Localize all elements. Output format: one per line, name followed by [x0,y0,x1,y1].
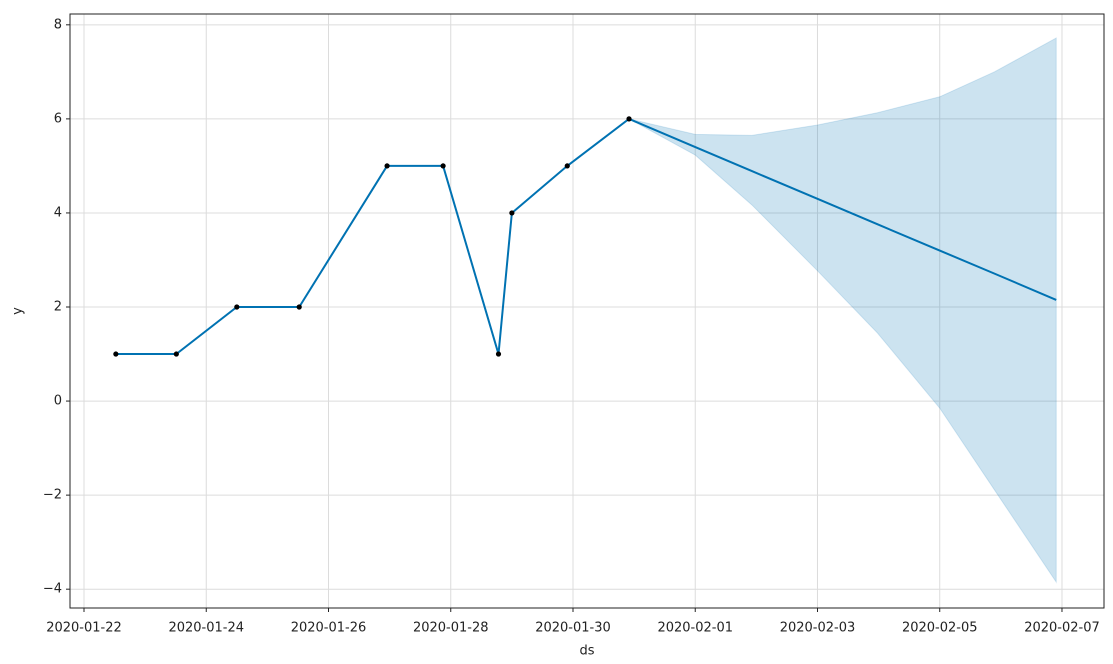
x-tick-label: 2020-02-07 [1024,621,1100,636]
y-tick-label: 4 [54,205,62,220]
data-point [113,351,119,357]
data-point [234,304,240,310]
x-tick-label: 2020-01-26 [291,621,367,636]
data-point [509,210,515,216]
x-tick-label: 2020-01-24 [168,621,244,636]
x-tick-label: 2020-02-05 [902,621,978,636]
data-point [173,351,179,357]
x-tick-label: 2020-01-30 [535,621,611,636]
x-tick-label: 2020-01-22 [46,621,122,636]
data-point [626,116,632,122]
x-tick-label: 2020-01-28 [413,621,489,636]
x-axis-label: ds [579,644,594,659]
data-point [495,351,502,357]
y-tick-label: 6 [54,111,62,126]
y-tick-label: −2 [43,488,62,503]
y-axis-label: y [11,307,26,315]
data-point [440,163,446,169]
data-point [384,163,390,169]
y-tick-label: 2 [54,300,62,315]
x-tick-label: 2020-02-01 [657,621,733,636]
data-point [564,163,570,169]
y-tick-label: 0 [54,394,62,409]
uncertainty-band [628,37,1057,584]
x-tick-label: 2020-02-03 [780,621,856,636]
y-tick-label: −4 [43,582,62,597]
plot-frame [69,13,1105,609]
y-tick-label: 8 [54,17,62,32]
data-point [296,304,302,310]
